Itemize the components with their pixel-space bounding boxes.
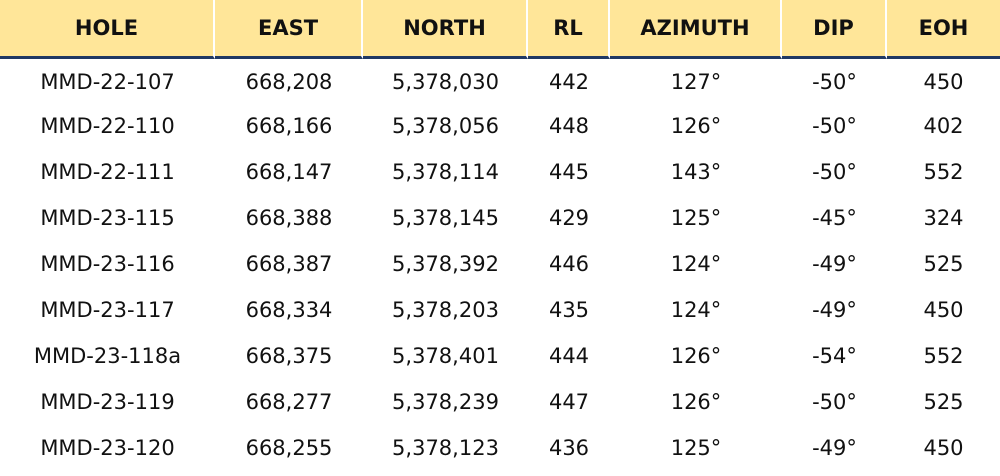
- cell-rl: 429: [548, 206, 590, 230]
- cell-dip: -54°: [812, 344, 857, 368]
- table-row: MMD-22-111 668,147 5,378,114 445 143° -5…: [0, 149, 1000, 195]
- header-hole: HOLE: [0, 0, 215, 59]
- cell-dip: -45°: [812, 206, 857, 230]
- cell-north: 5,378,203: [392, 298, 499, 322]
- cell-hole: MMD-22-111: [40, 160, 175, 184]
- table-row: MMD-23-119 668,277 5,378,239 447 126° -5…: [0, 379, 1000, 425]
- cell-east: 668,387: [245, 252, 333, 276]
- header-rl: RL: [528, 0, 610, 59]
- header-north: NORTH: [363, 0, 528, 59]
- cell-east: 668,255: [245, 436, 333, 460]
- cell-rl: 448: [548, 114, 590, 138]
- cell-north: 5,378,239: [392, 390, 499, 414]
- table-row: MMD-23-118a 668,375 5,378,401 444 126° -…: [0, 333, 1000, 379]
- cell-dip: -49°: [812, 436, 857, 460]
- cell-rl: 442: [548, 70, 590, 94]
- table-row: MMD-23-120 668,255 5,378,123 436 125° -4…: [0, 425, 1000, 471]
- cell-east: 668,388: [245, 206, 333, 230]
- cell-eoh: 450: [923, 298, 964, 322]
- cell-rl: 446: [548, 252, 590, 276]
- header-eoh: EOH: [887, 0, 1000, 59]
- cell-hole: MMD-23-119: [40, 390, 175, 414]
- cell-hole: MMD-23-117: [40, 298, 175, 322]
- cell-dip: -50°: [812, 390, 857, 414]
- cell-azimuth: 126°: [670, 390, 722, 414]
- cell-azimuth: 124°: [670, 298, 722, 322]
- cell-dip: -50°: [812, 114, 857, 138]
- cell-north: 5,378,030: [392, 70, 499, 94]
- cell-hole: MMD-23-115: [40, 206, 175, 230]
- header-azimuth: AZIMUTH: [610, 0, 782, 59]
- cell-azimuth: 127°: [670, 70, 722, 94]
- cell-rl: 444: [548, 344, 590, 368]
- header-east: EAST: [215, 0, 363, 59]
- cell-hole: MMD-22-110: [40, 114, 175, 138]
- cell-eoh: 552: [923, 160, 964, 184]
- cell-rl: 447: [548, 390, 590, 414]
- cell-eoh: 324: [923, 206, 964, 230]
- cell-east: 668,277: [245, 390, 333, 414]
- cell-azimuth: 124°: [670, 252, 722, 276]
- table-row: MMD-22-110 668,166 5,378,056 448 126° -5…: [0, 103, 1000, 149]
- table-row: MMD-23-117 668,334 5,378,203 435 124° -4…: [0, 287, 1000, 333]
- cell-azimuth: 125°: [670, 206, 722, 230]
- table-row: MMD-23-116 668,387 5,378,392 446 124° -4…: [0, 241, 1000, 287]
- cell-hole: MMD-22-107: [40, 70, 175, 94]
- cell-dip: -50°: [812, 160, 857, 184]
- cell-north: 5,378,123: [392, 436, 499, 460]
- cell-dip: -50°: [812, 70, 857, 94]
- cell-azimuth: 125°: [670, 436, 722, 460]
- cell-north: 5,378,401: [392, 344, 499, 368]
- cell-north: 5,378,392: [392, 252, 499, 276]
- table-body: MMD-22-107 668,208 5,378,030 442 127° -5…: [0, 59, 1000, 471]
- cell-eoh: 552: [923, 344, 964, 368]
- cell-azimuth: 126°: [670, 344, 722, 368]
- header-row: HOLE EAST NORTH RL AZIMUTH DIP EOH: [0, 0, 1000, 59]
- cell-north: 5,378,145: [392, 206, 499, 230]
- cell-azimuth: 126°: [670, 114, 722, 138]
- cell-north: 5,378,056: [392, 114, 499, 138]
- cell-dip: -49°: [812, 252, 857, 276]
- cell-hole: MMD-23-120: [40, 436, 175, 460]
- cell-eoh: 450: [923, 70, 964, 94]
- cell-east: 668,166: [245, 114, 333, 138]
- table-row: MMD-22-107 668,208 5,378,030 442 127° -5…: [0, 59, 1000, 103]
- cell-eoh: 525: [923, 252, 964, 276]
- cell-eoh: 450: [923, 436, 964, 460]
- cell-azimuth: 143°: [670, 160, 722, 184]
- cell-hole: MMD-23-116: [40, 252, 175, 276]
- cell-east: 668,375: [245, 344, 333, 368]
- cell-hole: MMD-23-118a: [33, 344, 182, 368]
- cell-rl: 435: [548, 298, 590, 322]
- cell-north: 5,378,114: [392, 160, 499, 184]
- cell-east: 668,334: [245, 298, 333, 322]
- cell-east: 668,147: [245, 160, 333, 184]
- table-header: HOLE EAST NORTH RL AZIMUTH DIP EOH: [0, 0, 1000, 59]
- cell-rl: 436: [548, 436, 590, 460]
- header-dip: DIP: [782, 0, 887, 59]
- cell-eoh: 525: [923, 390, 964, 414]
- cell-east: 668,208: [245, 70, 333, 94]
- cell-dip: -49°: [812, 298, 857, 322]
- table-row: MMD-23-115 668,388 5,378,145 429 125° -4…: [0, 195, 1000, 241]
- cell-rl: 445: [548, 160, 590, 184]
- cell-eoh: 402: [923, 114, 964, 138]
